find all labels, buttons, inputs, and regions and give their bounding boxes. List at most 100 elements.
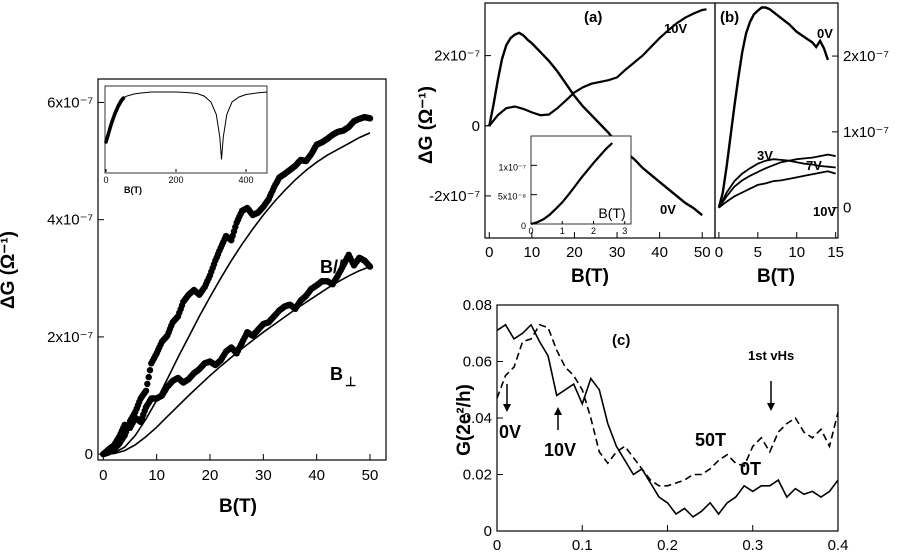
data-point-b-parallel bbox=[144, 380, 151, 388]
x-tick-label: 10 bbox=[524, 244, 541, 261]
series-line-7v bbox=[718, 153, 836, 209]
data-point-b-parallel bbox=[146, 367, 154, 374]
svg-text:B: B bbox=[330, 364, 343, 384]
data-point-b-perp bbox=[366, 263, 374, 270]
y-tick-label: 0.06 bbox=[463, 354, 492, 371]
panel-a-tag: (a) bbox=[584, 9, 602, 26]
annotation-b-0v: 0V bbox=[817, 26, 833, 41]
x-tick-label: 0 bbox=[99, 467, 107, 484]
y-tick-label: 0.04 bbox=[463, 410, 492, 427]
main-inset: 0 200 400 B(T) bbox=[103, 85, 268, 195]
y-tick-label: 2x10⁻⁷ bbox=[434, 48, 480, 65]
main-plot-frame bbox=[97, 78, 387, 461]
series-line-0v bbox=[717, 6, 830, 208]
panel-b-x-axis-label: B(T) bbox=[757, 266, 795, 287]
panel-b-y-ticks: 0 1x10⁻⁷ 2x10⁻⁷ bbox=[832, 48, 889, 217]
annotation-c-50t: 50T bbox=[695, 430, 726, 450]
panel-a-x-ticks: 0 10 20 30 40 50 bbox=[485, 232, 711, 261]
main-x-axis-label: B(T) bbox=[219, 496, 257, 517]
y-tick-label: 1x10⁻⁷ bbox=[498, 162, 526, 172]
panel-b-plot-frame bbox=[714, 2, 839, 239]
inset-series-line bbox=[530, 142, 614, 226]
x-tick-label: 20 bbox=[202, 467, 219, 484]
panel-a-y-axis-label: ΔG (Ω⁻¹) bbox=[416, 86, 437, 164]
y-tick-label: 0 bbox=[484, 523, 492, 540]
y-tick-label: 1x10⁻⁷ bbox=[843, 124, 889, 141]
data-point-b-parallel bbox=[142, 387, 150, 394]
panel-c: 0 0.1 0.2 0.3 0.4 0 0.02 0.04 0.06 0.08 (c) G(2e… bbox=[454, 297, 848, 554]
annotation-c-0v: 0V bbox=[499, 422, 521, 442]
x-tick-label: 30 bbox=[255, 467, 272, 484]
series-line-10v bbox=[488, 8, 707, 127]
series-line-10v bbox=[718, 170, 836, 209]
panel-c-y-ticks: 0 0.02 0.04 0.06 0.08 bbox=[463, 297, 503, 540]
y-tick-label: 6x10⁻⁷ bbox=[47, 94, 93, 111]
x-tick-label: 0.1 bbox=[572, 537, 593, 554]
inset-theory-curve bbox=[105, 91, 268, 160]
x-tick-label: 200 bbox=[168, 175, 183, 185]
panel-a-y-ticks: -2x10⁻⁷ 0 2x10⁻⁷ bbox=[429, 48, 491, 205]
y-tick-label: 4x10⁻⁷ bbox=[47, 212, 93, 229]
panel-c-tag: (c) bbox=[612, 332, 630, 349]
x-tick-label: 0.4 bbox=[828, 537, 849, 554]
y-tick-label: -2x10⁻⁷ bbox=[429, 188, 480, 205]
x-tick-label: 0.2 bbox=[657, 537, 678, 554]
panel-b-series bbox=[717, 6, 836, 209]
annotation-b-parallel: B// bbox=[320, 257, 343, 277]
y-tick-label: 0 bbox=[85, 446, 93, 463]
main-series bbox=[100, 113, 374, 458]
annotation-a-0v: 0V bbox=[660, 202, 676, 217]
fit-line-b-perp bbox=[103, 265, 371, 455]
y-tick-label: 0 bbox=[472, 118, 480, 135]
series-line-0t bbox=[496, 323, 839, 518]
annotation-c-10v: 10V bbox=[544, 440, 576, 460]
series-line-50t bbox=[496, 323, 839, 487]
panel-b-tag: (b) bbox=[720, 9, 739, 26]
data-point-b-parallel bbox=[145, 373, 152, 381]
annotation-c-vhs: 1st vHs bbox=[748, 348, 794, 363]
panel-c-x-ticks: 0 0.1 0.2 0.3 0.4 bbox=[493, 525, 849, 554]
main-inset-x-ticks: 0 200 400 bbox=[103, 169, 254, 185]
x-tick-label: 0 bbox=[528, 226, 533, 236]
panel-b-x-ticks: 0 5 10 15 bbox=[715, 232, 844, 261]
panel-b: 0 5 10 15 0 1x10⁻⁷ 2x10⁻⁷ (b) B(T) 0V 3V 7V 1… bbox=[714, 2, 889, 287]
annotation-c-0t: 0T bbox=[740, 459, 761, 479]
main-y-ticks: 0 2x10⁻⁷ 4x10⁻⁷ 6x10⁻⁷ bbox=[47, 94, 104, 463]
main-y-axis-label: ΔG (Ω⁻¹) bbox=[0, 231, 19, 309]
x-tick-label: 20 bbox=[566, 244, 583, 261]
panel-a-inset-series bbox=[530, 142, 614, 226]
main-inset-series bbox=[104, 91, 268, 160]
main-panel: 0 10 20 30 40 50 0 2x10⁻⁷ 4x10⁻⁷ 6x10⁻⁷ B(T) ΔG … bbox=[0, 78, 387, 517]
panel-a-series bbox=[485, 8, 707, 217]
data-point-b-parallel bbox=[366, 115, 374, 122]
x-tick-label: 10 bbox=[788, 244, 805, 261]
x-tick-label: 40 bbox=[651, 244, 668, 261]
x-tick-label: 400 bbox=[238, 175, 253, 185]
annotation-b-7v: 7V bbox=[806, 158, 822, 173]
x-tick-label: 3 bbox=[622, 226, 627, 236]
x-tick-label: 0 bbox=[485, 244, 493, 261]
y-tick-label: 5x10⁻⁸ bbox=[498, 192, 526, 202]
y-tick-label: 0.02 bbox=[463, 467, 492, 484]
panel-a-x-axis-label: B(T) bbox=[571, 266, 609, 287]
main-inset-x-axis-label: B(T) bbox=[124, 185, 142, 195]
y-tick-label: 0 bbox=[521, 221, 526, 231]
y-tick-label: 2x10⁻⁷ bbox=[47, 329, 93, 346]
x-tick-label: 0 bbox=[715, 244, 723, 261]
fit-line-b-parallel bbox=[103, 132, 371, 455]
x-tick-label: 10 bbox=[148, 467, 165, 484]
y-tick-label: 0.08 bbox=[463, 297, 492, 314]
svg-text:⊥: ⊥ bbox=[345, 374, 356, 389]
x-tick-label: 1 bbox=[560, 226, 565, 236]
y-tick-label: 0 bbox=[843, 200, 851, 217]
series-line-3v bbox=[718, 158, 836, 209]
x-tick-label: 30 bbox=[609, 244, 626, 261]
annotation-b-perp: B ⊥ bbox=[330, 364, 356, 389]
main-inset-frame bbox=[104, 85, 268, 174]
x-tick-label: 0 bbox=[493, 537, 501, 554]
x-tick-label: 50 bbox=[694, 244, 711, 261]
x-tick-label: 15 bbox=[827, 244, 844, 261]
x-tick-label: 5 bbox=[754, 244, 762, 261]
